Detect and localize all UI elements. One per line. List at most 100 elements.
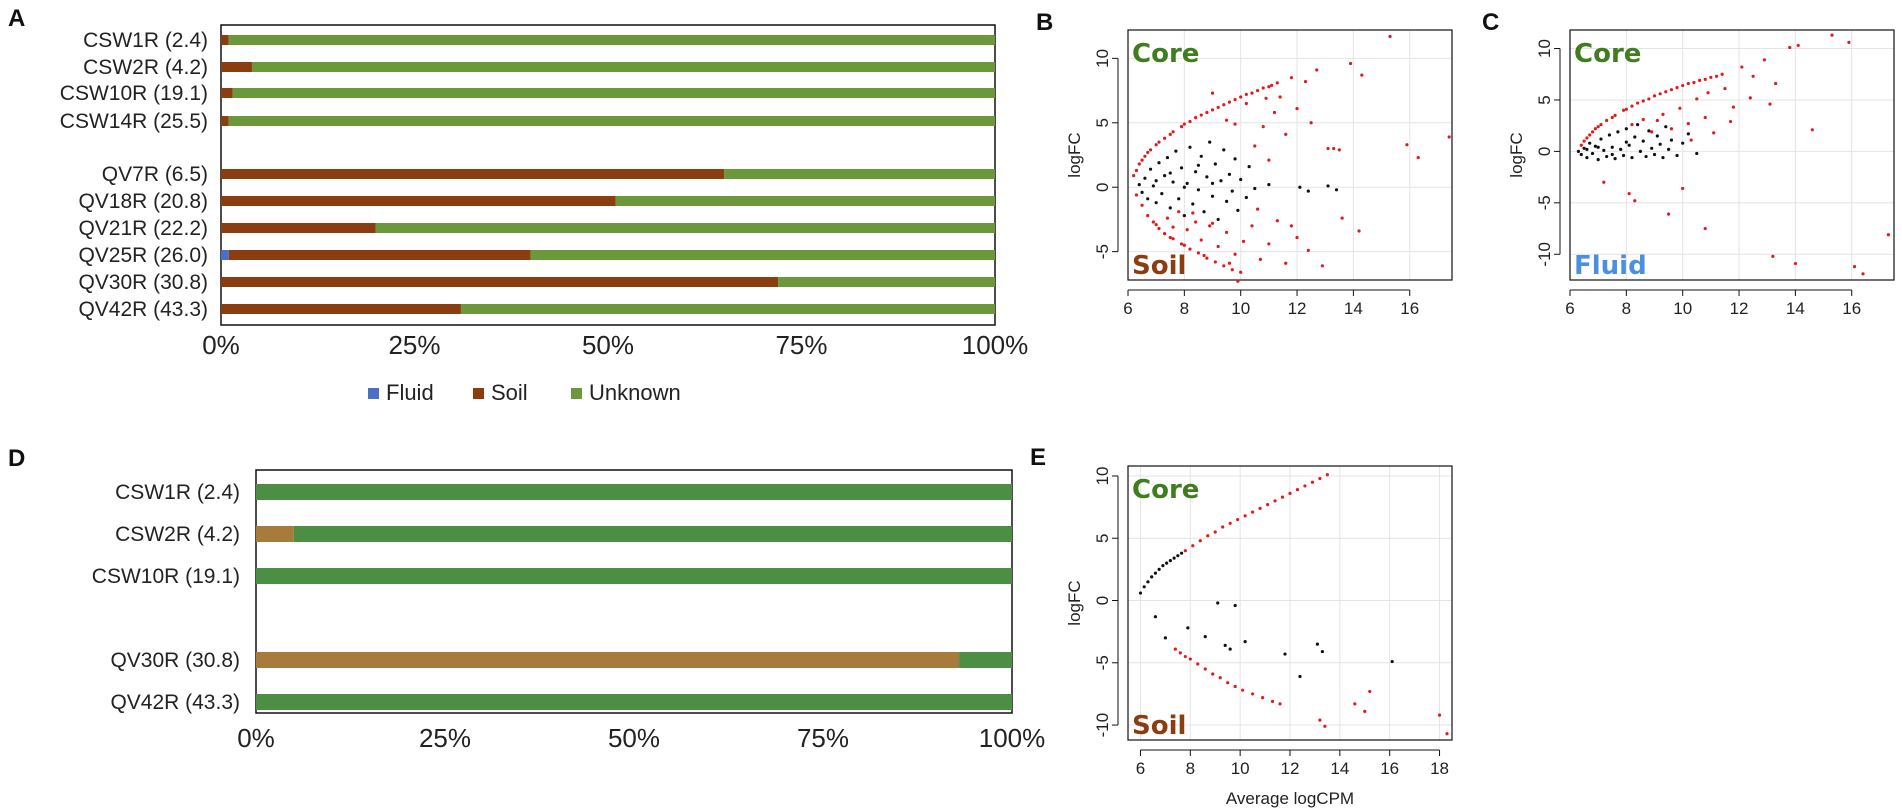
x-tick-label: 8 xyxy=(1180,299,1189,318)
panel-a-bar-chart: CSW1R (2.4) CSW2R (4.2) CSW10R (19.1) CSW14… xyxy=(60,24,1029,360)
scatter-point xyxy=(1251,510,1255,514)
scatter-point xyxy=(1203,635,1207,639)
category-label: QV42R (43.3) xyxy=(78,298,208,321)
scatter-point xyxy=(1132,174,1136,178)
scatter-point xyxy=(1627,143,1631,147)
bar-segment xyxy=(228,250,531,260)
scatter-point xyxy=(1202,210,1206,214)
x-tick-label: 6 xyxy=(1136,759,1145,778)
scatter-point xyxy=(1258,506,1262,510)
scatter-point xyxy=(1179,551,1184,555)
scatter-point xyxy=(1723,87,1727,91)
scatter-point xyxy=(1644,154,1648,159)
annotation-soil: Soil xyxy=(1132,711,1186,741)
scatter-point xyxy=(1796,43,1800,48)
scatter-point xyxy=(1360,73,1364,77)
scatter-point xyxy=(1241,688,1245,692)
scatter-point xyxy=(1616,130,1620,134)
scatter-point xyxy=(1599,123,1603,127)
scatter-point xyxy=(1607,133,1612,137)
scatter-point xyxy=(1225,230,1229,234)
bar-segment xyxy=(221,277,779,287)
scatter-point xyxy=(1658,142,1662,146)
x-tick-label: 10 xyxy=(1231,299,1250,318)
scatter-point xyxy=(1689,138,1693,142)
scatter-point xyxy=(1261,125,1265,129)
scatter-point xyxy=(1161,564,1165,568)
scatter-point xyxy=(1588,133,1592,137)
scatter-point xyxy=(1244,195,1248,200)
x-tick-label: 18 xyxy=(1430,759,1449,778)
scatter-point xyxy=(1588,141,1592,145)
y-tick-label: 10 xyxy=(1535,39,1554,58)
scatter-point xyxy=(1222,264,1226,268)
scatter-point xyxy=(1176,554,1180,558)
bar-segment xyxy=(460,304,995,314)
scatter-point xyxy=(1306,189,1310,193)
scatter-point xyxy=(1143,154,1147,158)
bar-segment xyxy=(228,116,996,126)
scatter-point xyxy=(1153,615,1158,619)
scatter-point xyxy=(1751,74,1755,78)
scatter-point xyxy=(1669,88,1674,92)
legend-label-unknown: Unknown xyxy=(589,380,681,405)
scatter-point xyxy=(1179,125,1184,129)
bar-segment xyxy=(615,196,995,206)
scatter-point xyxy=(1165,216,1170,220)
category-label: QV18R (20.8) xyxy=(78,190,208,213)
scatter-point xyxy=(1138,591,1143,595)
scatter-point xyxy=(1191,202,1195,206)
scatter-point xyxy=(1596,125,1600,129)
scatter-point xyxy=(1847,40,1851,44)
scatter-point xyxy=(1283,652,1287,656)
scatter-point xyxy=(1218,676,1222,680)
scatter-point xyxy=(1579,152,1583,157)
scatter-point xyxy=(1652,94,1657,98)
scatter-point xyxy=(1303,79,1308,84)
scatter-point xyxy=(1216,601,1220,605)
scatter-point xyxy=(1315,642,1320,646)
scatter-point xyxy=(1630,104,1634,108)
scatter-point xyxy=(1165,155,1170,160)
scatter-point xyxy=(1221,525,1225,529)
scatter-point xyxy=(1168,206,1172,210)
scatter-point xyxy=(1163,174,1167,178)
scatter-point xyxy=(1171,130,1175,134)
scatter-point xyxy=(1216,244,1220,249)
scatter-point xyxy=(1264,96,1268,100)
scatter-point xyxy=(1222,148,1226,152)
scatter-point xyxy=(1154,222,1158,227)
scatter-point xyxy=(1605,154,1609,159)
scatter-point xyxy=(1273,499,1277,503)
panel-a-legend: Fluid Soil Unknown xyxy=(368,380,681,405)
scatter-point xyxy=(1768,102,1772,106)
scatter-point xyxy=(1142,585,1146,589)
x-tick-label: 100% xyxy=(962,330,1029,360)
scatter-point xyxy=(1318,718,1322,722)
bar-segment xyxy=(221,88,233,98)
category-label: CSW10R (19.1) xyxy=(60,82,208,105)
scatter-point xyxy=(1188,145,1192,149)
x-tick-label: 6 xyxy=(1565,299,1574,318)
y-tick-label: -5 xyxy=(1093,655,1112,670)
y-tick-label: 10 xyxy=(1093,467,1112,486)
scatter-point xyxy=(1661,155,1665,160)
scatter-point xyxy=(1188,119,1192,124)
scatter-point xyxy=(1664,125,1668,129)
scatter-point xyxy=(1315,68,1319,72)
scatter-point xyxy=(1602,148,1606,152)
scatter-point xyxy=(1655,134,1659,138)
scatter-point xyxy=(1576,149,1581,153)
x-axis-title: Average logCPM xyxy=(1226,789,1354,808)
scatter-point xyxy=(1157,161,1161,165)
scatter-point xyxy=(1295,107,1299,111)
scatter-point xyxy=(1340,216,1344,220)
legend-label-fluid: Fluid xyxy=(386,380,434,405)
scatter-point xyxy=(1171,225,1175,229)
scatter-point xyxy=(1182,185,1186,189)
scatter-point xyxy=(1278,702,1282,706)
scatter-point xyxy=(1172,556,1176,560)
bar-segment xyxy=(221,250,229,260)
category-label: CSW1R (2.4) xyxy=(115,481,240,504)
scatter-point xyxy=(1270,699,1275,703)
